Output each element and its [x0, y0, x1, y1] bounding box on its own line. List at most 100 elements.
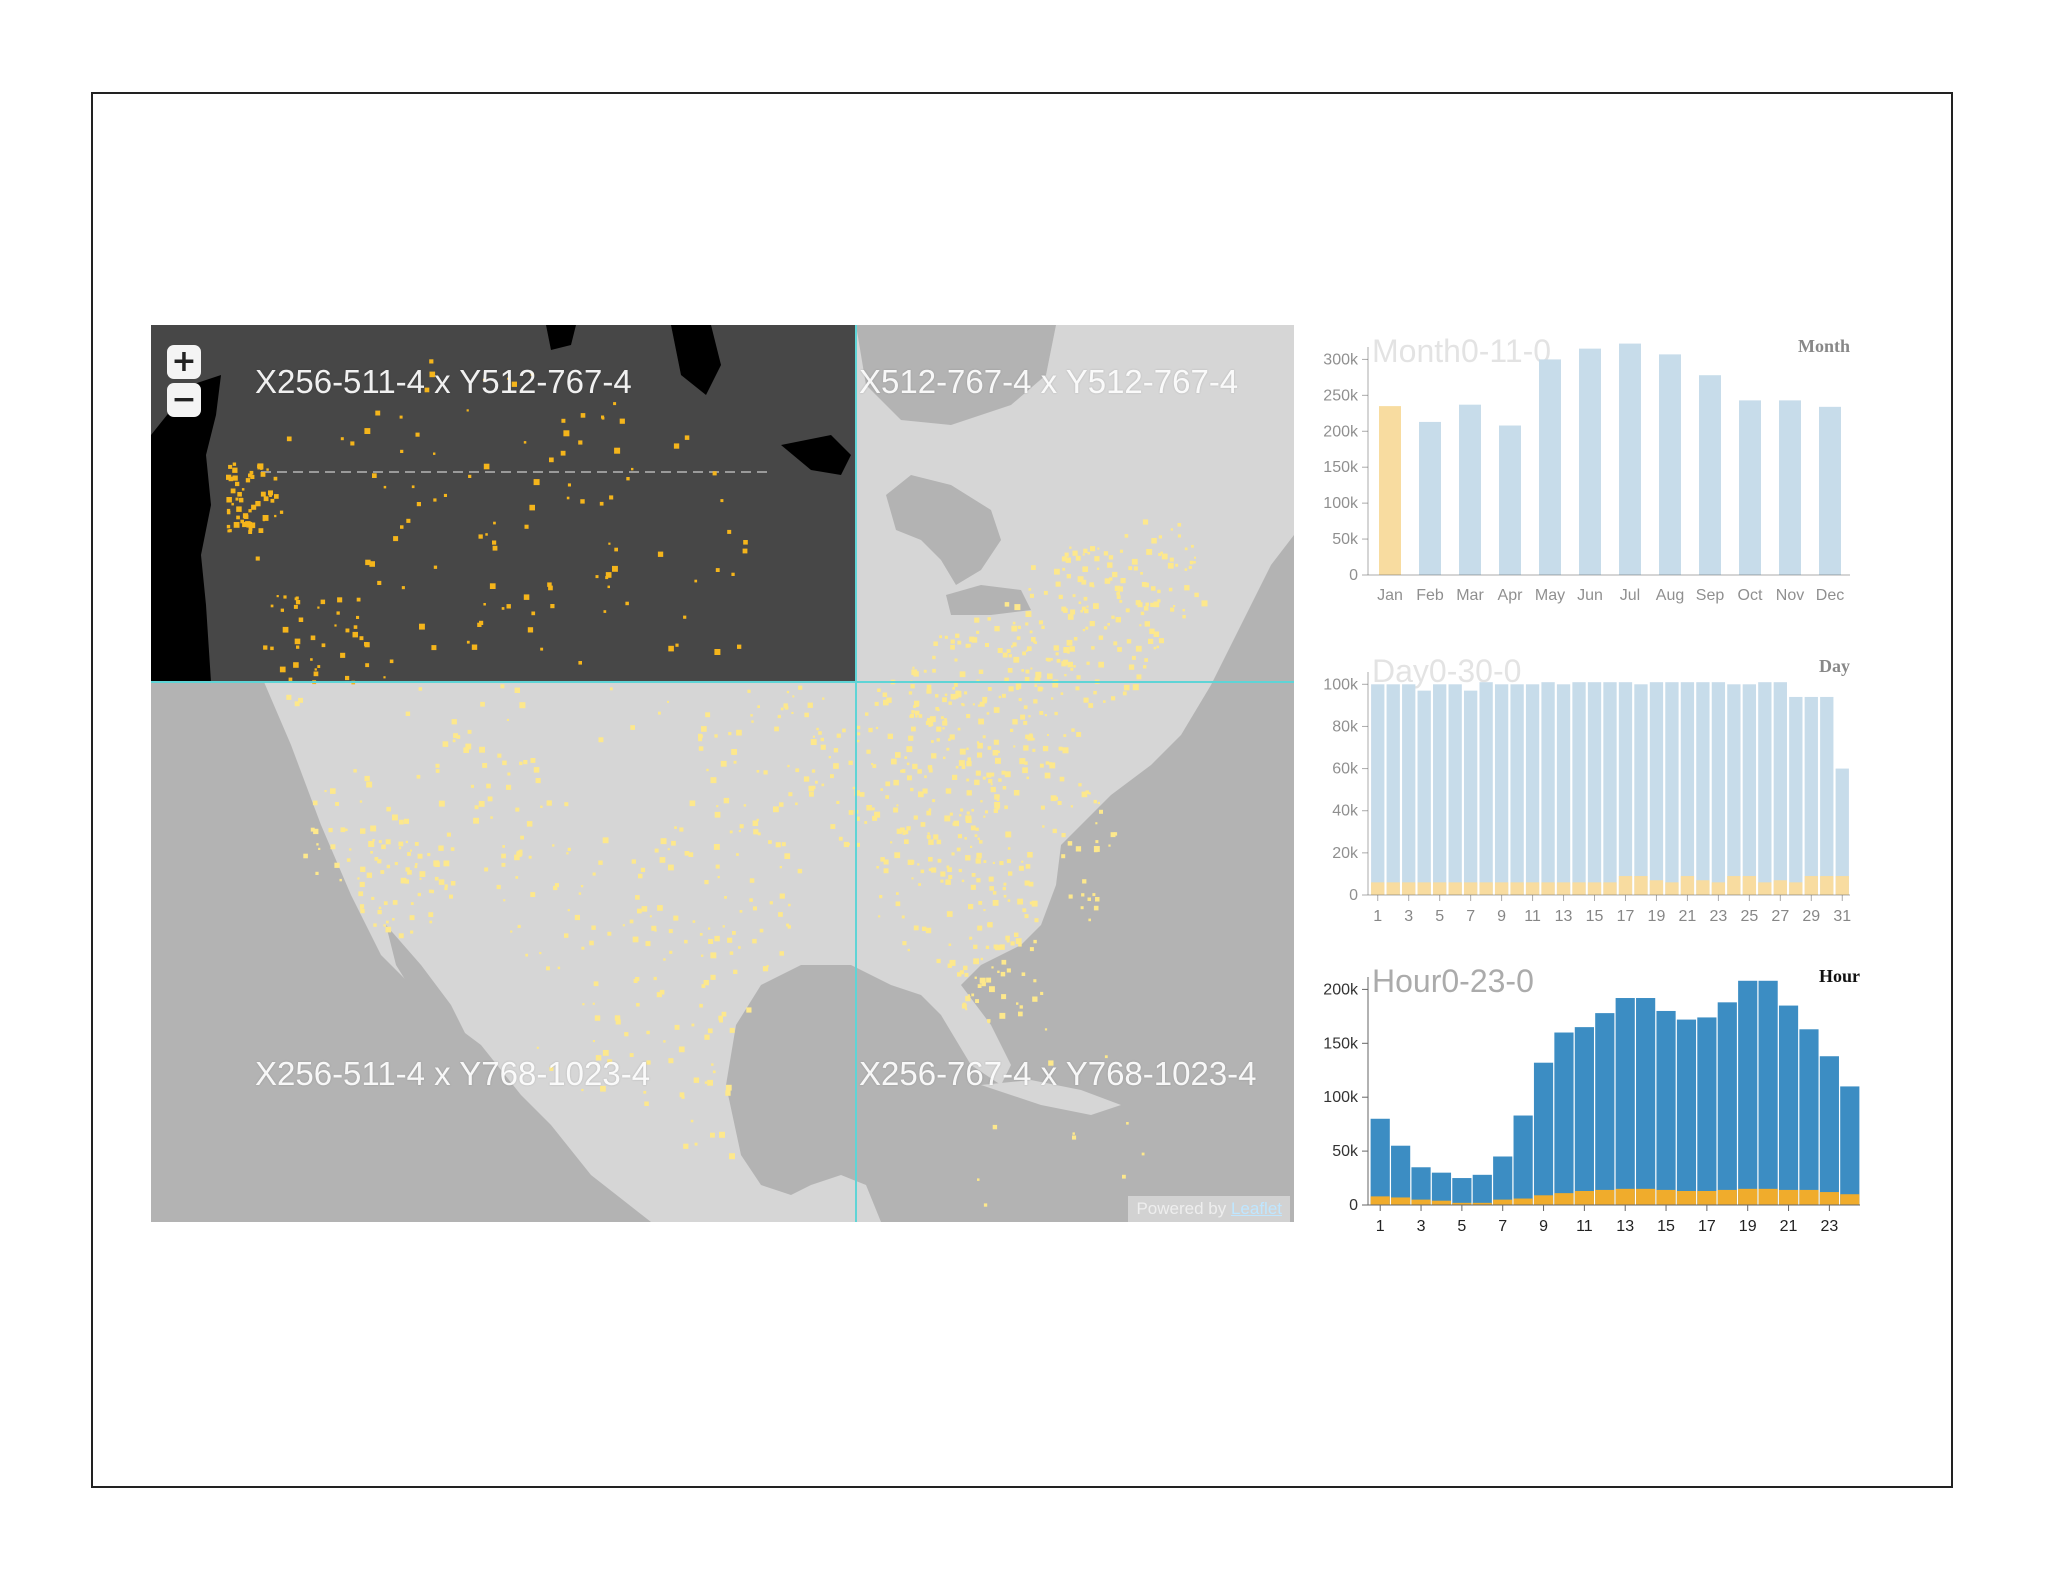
hour-bar-total	[1697, 1017, 1717, 1205]
data-point	[783, 703, 788, 708]
data-point	[959, 748, 966, 755]
hour-bar-total	[1513, 1115, 1533, 1205]
data-point	[895, 752, 900, 757]
data-point	[1004, 771, 1011, 778]
data-point	[1141, 1152, 1145, 1156]
map-view[interactable]: X256-511-4 x Y512-767-4 X512-767-4 x Y51…	[151, 325, 1294, 1222]
data-point	[336, 611, 340, 615]
data-point	[463, 747, 469, 753]
data-point	[240, 519, 244, 524]
data-point	[926, 810, 932, 816]
data-point	[908, 691, 913, 695]
data-point	[992, 891, 997, 895]
data-point	[724, 896, 727, 899]
data-point	[1073, 665, 1076, 668]
zoom-out-button[interactable]: −	[167, 383, 201, 417]
data-point	[1082, 879, 1087, 884]
data-point	[691, 1023, 695, 1027]
data-point	[842, 728, 846, 733]
data-point	[592, 1002, 595, 1005]
data-point	[674, 1024, 680, 1030]
data-point	[883, 868, 889, 874]
zoom-in-button[interactable]: +	[167, 345, 201, 379]
data-point	[982, 698, 987, 704]
day-bar-total	[1603, 682, 1617, 895]
map-canvas[interactable]	[151, 325, 1294, 1222]
data-point	[690, 1119, 694, 1123]
data-point	[487, 796, 493, 802]
data-point	[738, 830, 741, 833]
day-bar-selected	[1556, 882, 1571, 895]
data-point	[375, 410, 381, 416]
data-point	[600, 1085, 606, 1092]
day-bar-selected	[1665, 882, 1679, 895]
data-point	[1016, 687, 1019, 690]
data-point	[615, 1019, 621, 1025]
data-point	[1013, 656, 1020, 663]
data-point	[582, 1003, 585, 1006]
data-point	[303, 853, 308, 859]
data-point	[1004, 805, 1008, 810]
data-point	[578, 440, 583, 445]
data-point	[902, 831, 906, 835]
data-point	[385, 926, 392, 933]
month-x-tick-label: Jul	[1620, 587, 1640, 604]
data-point	[995, 805, 1000, 810]
data-point	[293, 662, 299, 668]
data-point	[918, 883, 921, 886]
leaflet-link[interactable]: Leaflet	[1230, 1199, 1282, 1218]
cuba	[981, 1080, 1121, 1115]
data-point	[733, 760, 737, 764]
data-point	[1157, 589, 1161, 594]
data-point	[226, 508, 231, 513]
data-point	[430, 889, 434, 894]
data-point	[1024, 761, 1028, 765]
data-point	[1054, 568, 1060, 575]
day-bar-total	[1773, 682, 1787, 895]
data-point	[374, 857, 379, 861]
data-point	[917, 863, 920, 866]
data-point	[1061, 854, 1066, 859]
data-point	[997, 648, 1003, 653]
month-x-tick-label: May	[1535, 587, 1565, 604]
data-point	[1052, 828, 1057, 834]
data-point	[506, 784, 512, 790]
data-point	[407, 852, 411, 856]
data-point	[1072, 550, 1078, 556]
day-x-tick-label: 5	[1435, 908, 1444, 925]
data-point	[753, 829, 759, 835]
data-point	[257, 463, 264, 470]
data-point	[546, 966, 550, 971]
arctic-inlet-dark	[671, 325, 721, 395]
month-x-tick-label: Sep	[1696, 587, 1725, 604]
day-bar-selected	[1711, 882, 1726, 895]
data-point	[1150, 602, 1155, 607]
data-point	[983, 815, 986, 818]
data-point	[896, 828, 902, 834]
day-bar-total	[1804, 696, 1818, 895]
data-point	[788, 792, 793, 797]
attribution-text: Powered by	[1136, 1199, 1231, 1218]
data-point	[1044, 1028, 1048, 1031]
data-point	[373, 923, 377, 927]
data-point	[1177, 523, 1182, 527]
day-x-tick-label: 3	[1404, 908, 1413, 925]
data-point	[359, 904, 365, 909]
data-point	[1184, 568, 1188, 571]
data-point	[996, 798, 1000, 801]
data-point	[997, 750, 1000, 754]
day-bar-selected	[1742, 876, 1757, 895]
data-point	[357, 877, 360, 880]
data-point	[999, 944, 1005, 950]
hour-bar-total	[1472, 1174, 1492, 1205]
tile-label-top-right: X512-767-4 x Y512-767-4	[859, 363, 1239, 400]
data-point	[554, 883, 559, 888]
data-point	[429, 371, 436, 378]
data-point	[729, 1027, 735, 1033]
data-point	[1124, 534, 1129, 538]
day-x-tick-label: 9	[1497, 908, 1506, 925]
data-point	[1093, 799, 1097, 804]
data-point	[622, 924, 625, 927]
data-point	[848, 760, 853, 765]
data-point	[1033, 939, 1037, 944]
